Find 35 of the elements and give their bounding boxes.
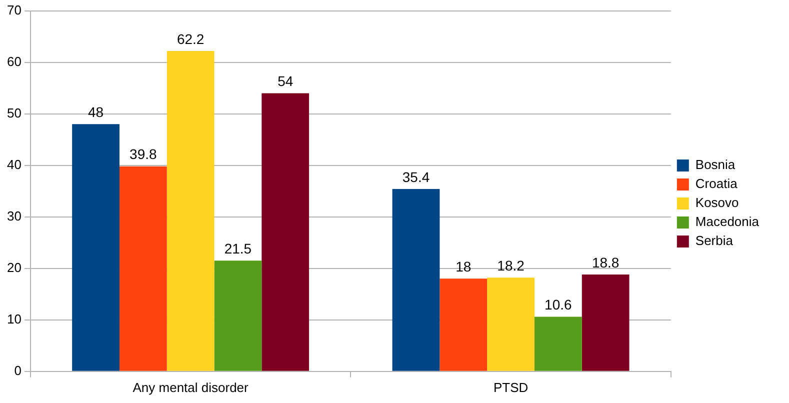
y-tick-label: 60 [6,54,22,69]
bar [119,166,167,371]
y-tick-label: 70 [6,2,22,18]
data-label: 62.2 [176,30,204,47]
bar [72,124,120,371]
x-tick-label: Any mental disorder [132,380,250,395]
bar [392,189,440,371]
x-tick-label: PTSD [493,380,528,395]
legend-label: Kosovo [695,195,739,210]
legend-label: Croatia [695,176,738,192]
bar [440,278,488,371]
y-tick-label: 20 [6,260,22,275]
data-label: 54 [278,73,294,90]
y-tick-label: 10 [6,311,22,326]
legend-label: Serbia [695,233,734,248]
y-tick-label: 40 [6,156,22,172]
data-label: 18.8 [592,254,620,270]
y-tick-label: 30 [6,208,22,224]
legend-label: Bosnia [695,157,736,172]
data-label: 35.4 [402,168,430,185]
y-tick-label: 50 [6,105,22,120]
bar [166,50,214,371]
data-label: 18.2 [497,258,525,274]
bar [262,93,310,371]
legend-label: Macedonia [695,214,760,230]
bar [214,260,262,371]
bar [487,278,534,371]
data-label: 39.8 [130,146,158,162]
y-tick-label: 0 [14,362,22,378]
data-label: 10.6 [544,296,572,313]
data-label: 21.5 [224,240,252,257]
data-label: 18 [456,258,472,275]
bar [534,316,582,371]
bar [582,274,630,371]
data-label: 48 [88,104,104,120]
